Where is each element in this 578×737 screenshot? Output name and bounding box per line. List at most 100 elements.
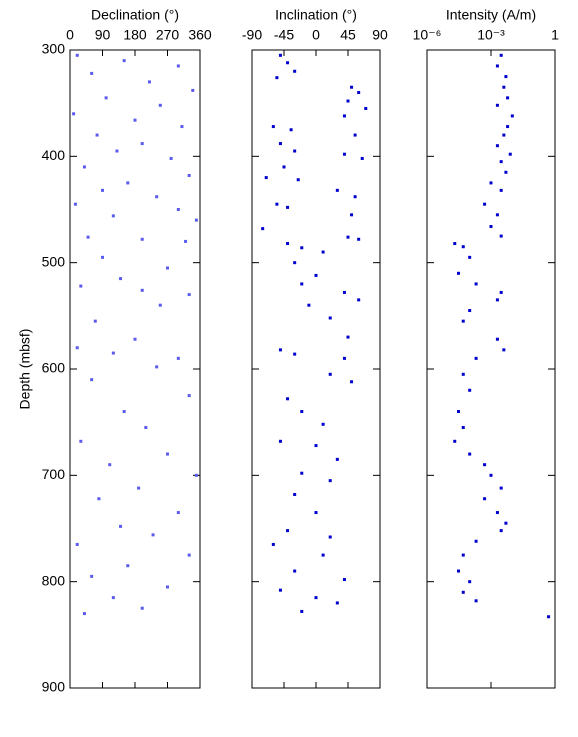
data-point	[278, 142, 282, 146]
data-point	[275, 76, 279, 80]
data-point	[187, 553, 191, 557]
data-point	[72, 112, 76, 116]
data-point	[278, 53, 282, 57]
data-point	[453, 439, 457, 443]
data-point	[282, 165, 286, 169]
data-point	[97, 497, 101, 501]
y-tick-label: 500	[42, 253, 66, 269]
data-point	[353, 195, 357, 199]
data-point	[140, 606, 144, 610]
data-point	[483, 202, 487, 206]
data-point	[461, 245, 465, 249]
data-point	[495, 103, 499, 107]
data-point	[296, 178, 300, 182]
y-tick-label: 800	[42, 572, 66, 588]
data-point	[184, 239, 188, 243]
data-point	[495, 511, 499, 515]
x-tick-label: 0	[66, 27, 74, 43]
data-point	[328, 316, 332, 320]
data-point	[158, 303, 162, 307]
data-point	[504, 521, 508, 525]
data-point	[187, 173, 191, 177]
data-point	[101, 188, 104, 192]
x-tick-label: 180	[123, 27, 147, 43]
data-point	[346, 335, 350, 339]
data-point	[335, 601, 339, 605]
data-point	[104, 96, 108, 100]
x-axis-title: Declination (°)	[91, 7, 179, 23]
data-point	[321, 422, 325, 426]
data-point	[137, 486, 141, 490]
data-point	[293, 149, 297, 153]
data-point	[457, 569, 461, 573]
data-point	[191, 88, 195, 92]
data-point	[169, 156, 173, 160]
data-point	[147, 80, 151, 84]
data-point	[194, 218, 198, 222]
data-point	[499, 234, 503, 238]
data-point	[293, 569, 297, 573]
data-point	[468, 388, 472, 392]
data-point	[346, 99, 350, 103]
data-point	[360, 156, 364, 160]
y-tick-label: 400	[42, 147, 66, 163]
data-point	[499, 188, 503, 192]
data-point	[328, 372, 332, 376]
data-point	[79, 284, 83, 288]
data-point	[271, 125, 275, 129]
data-point	[90, 574, 94, 578]
data-point	[489, 473, 493, 477]
data-point	[342, 114, 346, 118]
data-point	[474, 539, 478, 543]
data-point	[314, 444, 318, 448]
x-tick-label: 360	[188, 27, 212, 43]
data-point	[293, 352, 297, 356]
data-point	[176, 511, 180, 515]
data-point	[194, 473, 198, 477]
data-point	[75, 346, 79, 350]
data-point	[166, 452, 169, 456]
data-point	[350, 380, 354, 384]
data-point	[499, 486, 503, 490]
data-point	[335, 457, 339, 461]
y-axis-title: Depth (mbsf)	[17, 329, 33, 410]
data-point	[286, 205, 290, 209]
data-point	[353, 133, 357, 137]
data-point	[293, 261, 297, 265]
data-point	[342, 152, 346, 156]
data-point	[166, 266, 169, 270]
data-point	[151, 533, 155, 537]
data-point	[504, 75, 508, 79]
plot-frame	[69, 49, 201, 689]
data-point	[489, 181, 493, 185]
data-point	[75, 53, 79, 57]
data-point	[314, 273, 318, 277]
data-point	[95, 133, 99, 137]
data-point	[133, 118, 137, 122]
x-tick-label: 10⁻⁶	[413, 27, 442, 43]
data-point	[275, 202, 279, 206]
data-point	[357, 91, 361, 95]
data-point	[328, 535, 332, 539]
data-point	[547, 615, 551, 619]
x-tick-label: 1	[551, 27, 559, 43]
data-point	[122, 410, 126, 414]
data-point	[82, 165, 86, 169]
data-point	[108, 463, 112, 467]
data-point	[300, 609, 304, 613]
y-tick-label: 700	[42, 466, 66, 482]
data-point	[506, 125, 510, 129]
data-point	[489, 225, 493, 229]
data-point	[180, 125, 184, 129]
plot-frame	[426, 49, 556, 689]
y-tick-label: 900	[42, 679, 66, 695]
data-point	[158, 103, 162, 107]
data-point	[468, 309, 472, 313]
data-point	[293, 492, 297, 496]
data-point	[342, 290, 346, 294]
data-point	[502, 133, 506, 137]
data-point	[461, 372, 465, 376]
data-point	[119, 277, 123, 281]
data-point	[499, 290, 503, 294]
data-point	[286, 529, 290, 533]
